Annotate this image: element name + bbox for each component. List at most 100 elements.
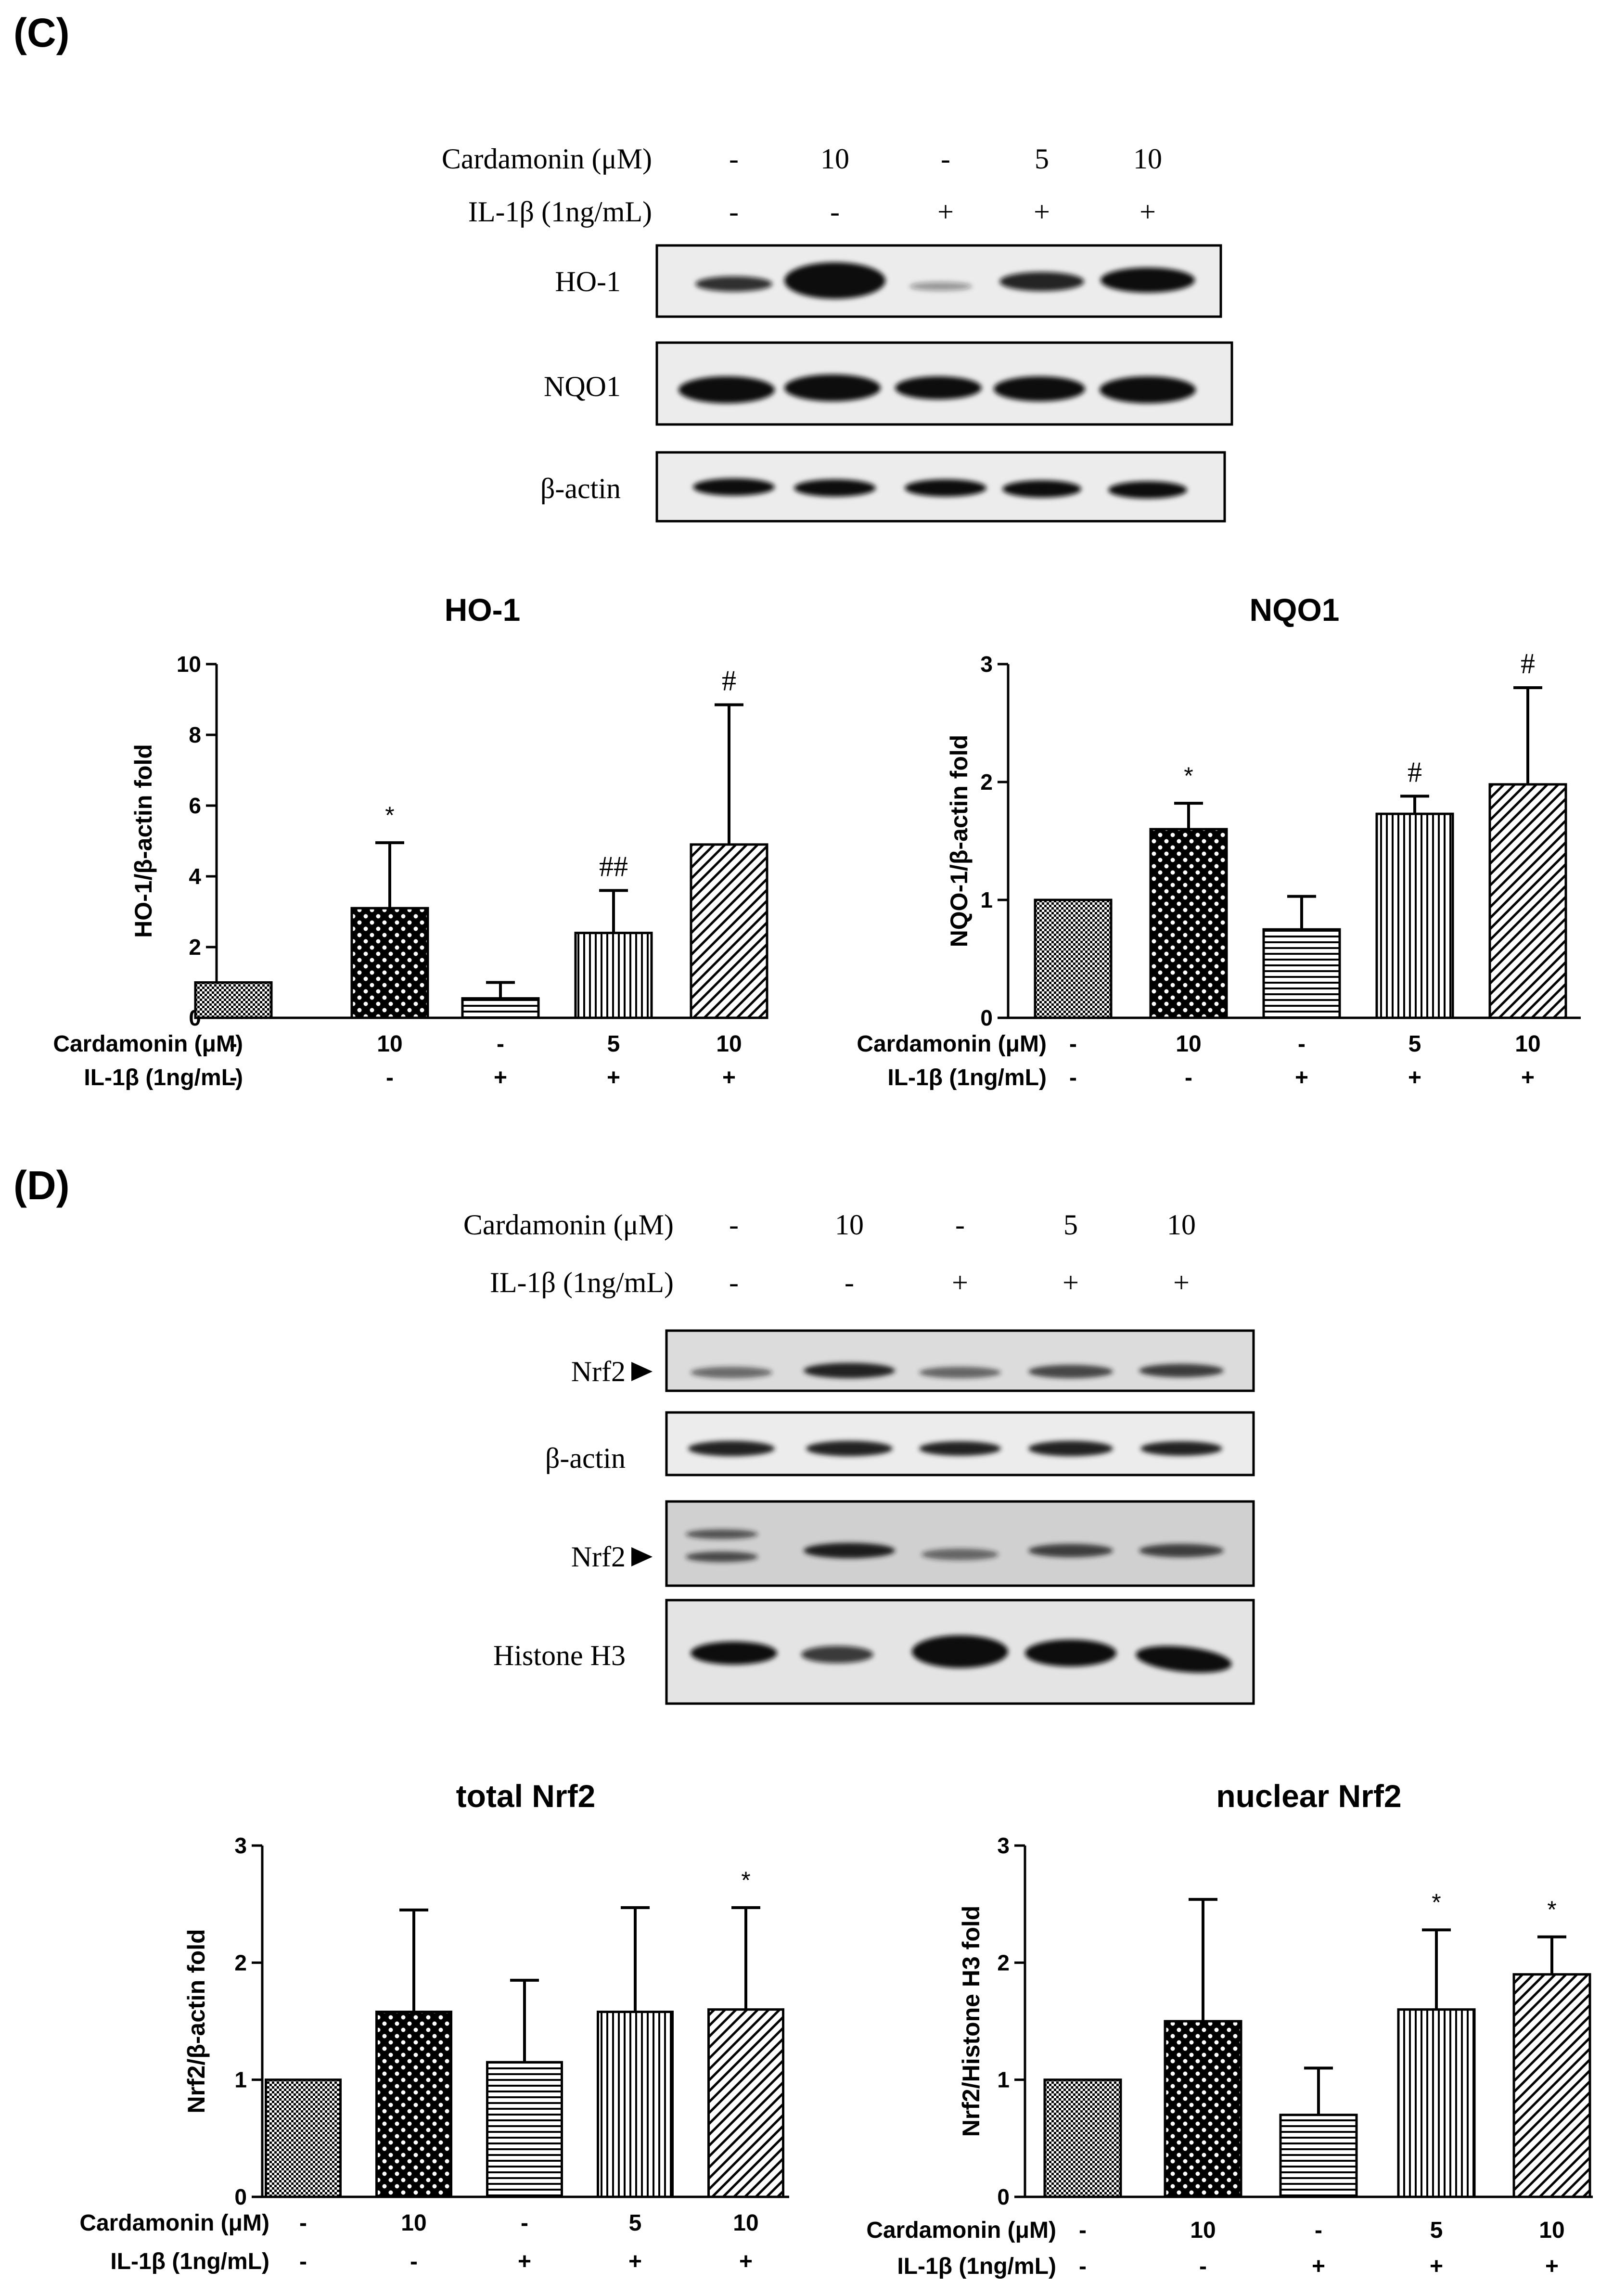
condition-value-cardamonin: 10 — [716, 1031, 742, 1057]
significance-mark: # — [1521, 648, 1535, 680]
blot-c-cardamonin-label: Cardamonin (μM) — [442, 143, 652, 175]
y-tick-label: 3 — [997, 1833, 1010, 1858]
bar — [375, 2011, 452, 2198]
condition-value-il1b: + — [739, 2249, 753, 2274]
condition-value-cardamonin: - — [521, 2210, 528, 2236]
bar — [1043, 2078, 1122, 2198]
blot-label-nqo1: NQO1 — [544, 371, 621, 402]
condition-value-cardamonin: 10 — [1539, 2218, 1564, 2243]
y-tick-label: 6 — [189, 793, 201, 818]
bar — [486, 2061, 563, 2198]
bar — [194, 981, 273, 1019]
bar — [1375, 812, 1454, 1019]
y-tick-label: 0 — [234, 2184, 247, 2209]
y-tick-label: 4 — [189, 864, 201, 889]
significance-mark: * — [1432, 1889, 1441, 1916]
blot-label-ho1: HO-1 — [555, 266, 621, 297]
y-tick-label: 0 — [980, 1005, 993, 1030]
condition-value-cardamonin: - — [497, 1031, 504, 1057]
blot-c-header: Cardamonin (μM) IL-1β (1ng/mL) - 10 - 5 … — [442, 143, 1162, 228]
condition-value-il1b: + — [628, 2249, 642, 2274]
bar — [265, 2078, 342, 2198]
blot-d-bactin: β-actin — [545, 1411, 1255, 1476]
condition-label-cardamonin: Cardamonin (μM) — [857, 1031, 1047, 1057]
condition-value-cardamonin: 10 — [1515, 1031, 1540, 1057]
condition-value-cardamonin: - — [1298, 1031, 1306, 1057]
y-tick-label: 2 — [189, 935, 201, 960]
bar — [707, 2008, 784, 2198]
blot-label-nrf2-nuclear: Nrf2 — [571, 1541, 626, 1573]
chart-title: HO-1 — [445, 592, 521, 628]
condition-value-cardamonin: 5 — [607, 1031, 620, 1057]
blot-d-cardamonin-lane-2: 10 — [835, 1209, 864, 1241]
blot-d-cardamonin-lane-3: - — [955, 1209, 965, 1241]
bar — [1262, 928, 1341, 1019]
condition-value-il1b: - — [1069, 1065, 1077, 1090]
blot-c-il1b-lane-4: + — [1034, 196, 1050, 228]
bar — [461, 997, 540, 1019]
bar — [574, 932, 653, 1019]
condition-label-il1b: IL-1β (1ng/mL) — [887, 1065, 1047, 1090]
condition-value-cardamonin: 10 — [377, 1031, 402, 1057]
bar — [1034, 898, 1113, 1019]
condition-value-il1b: - — [1185, 1065, 1192, 1090]
y-tick-label: 2 — [234, 1950, 247, 1975]
bar — [350, 907, 429, 1019]
bar — [597, 2011, 674, 2198]
condition-value-cardamonin: 10 — [733, 2210, 758, 2236]
bar — [1512, 1973, 1591, 2198]
blot-c-il1b-lane-5: + — [1139, 196, 1156, 228]
condition-value-cardamonin: - — [1069, 1031, 1077, 1057]
condition-value-il1b: + — [518, 2249, 531, 2274]
condition-value-cardamonin: 5 — [1408, 1031, 1421, 1057]
y-axis-label: Nrf2/β-actin fold — [183, 1929, 210, 2113]
blot-c-il1b-lane-3: + — [937, 196, 954, 228]
blot-label-bactin-c: β-actin — [540, 473, 621, 504]
bar — [1397, 2008, 1476, 2198]
condition-value-cardamonin: 10 — [1190, 2218, 1216, 2243]
y-tick-label: 1 — [234, 2067, 247, 2092]
blot-c-cardamonin-lane-4: 5 — [1035, 143, 1049, 175]
chart-ho1: HO-1HO-1/β-actin fold0246810*###Cardamon… — [53, 592, 768, 1090]
arrowhead-icon — [631, 1547, 653, 1566]
blot-c-il1b-label: IL-1β (1ng/mL) — [468, 196, 652, 228]
y-tick-label: 3 — [980, 652, 993, 677]
blot-c-ho1: HO-1 — [555, 244, 1222, 318]
blot-d-nrf2-nuclear: Nrf2 — [571, 1500, 1255, 1587]
bar — [1279, 2114, 1358, 2198]
y-tick-label: 3 — [234, 1833, 247, 1858]
significance-mark: # — [722, 665, 736, 697]
condition-value-il1b: - — [1199, 2254, 1207, 2279]
blot-d-il1b-lane-1: - — [729, 1267, 739, 1298]
y-tick-label: 2 — [997, 1950, 1010, 1975]
significance-mark: * — [385, 802, 394, 829]
blot-label-histone-h3: Histone H3 — [493, 1640, 626, 1671]
significance-mark: ## — [599, 850, 628, 882]
y-tick-label: 1 — [980, 887, 993, 912]
blot-c-cardamonin-lane-1: - — [729, 143, 739, 175]
y-tick-label: 0 — [997, 2184, 1010, 2209]
bar — [690, 843, 768, 1019]
chart-nuclear-nrf2: nuclear Nrf2 Nrf2/Histone H3 fold 0 1 2 3 * * Ca… — [866, 1778, 1593, 2279]
blot-c-nqo1: NQO1 — [544, 341, 1233, 426]
significance-mark: * — [1184, 762, 1193, 789]
condition-value-cardamonin: - — [299, 2210, 307, 2236]
condition-value-il1b: + — [1521, 1065, 1535, 1090]
panel-label-d: (D) — [13, 1163, 70, 1208]
condition-label-il1b: IL-1β (1ng/mL) — [84, 1065, 243, 1090]
condition-label-cardamonin: Cardamonin (μM) — [53, 1031, 243, 1057]
arrowhead-icon — [631, 1362, 653, 1381]
blot-d-cardamonin-label: Cardamonin (μM) — [463, 1209, 674, 1241]
significance-mark: * — [1547, 1896, 1556, 1923]
y-tick-label: 8 — [189, 722, 201, 747]
blot-d-il1b-lane-5: + — [1173, 1267, 1190, 1298]
condition-value-il1b: + — [494, 1065, 507, 1090]
blot-d-il1b-lane-2: - — [845, 1267, 854, 1298]
condition-value-cardamonin: 10 — [401, 2210, 426, 2236]
significance-mark: # — [1408, 756, 1422, 788]
condition-value-il1b: - — [1079, 2254, 1087, 2279]
condition-value-il1b: + — [722, 1065, 736, 1090]
significance-mark: * — [741, 1867, 750, 1894]
chart-nqo1: NQO1 NQO-1/β-actin fold 0 1 2 3 * # # Cardamonin … — [857, 592, 1581, 1090]
